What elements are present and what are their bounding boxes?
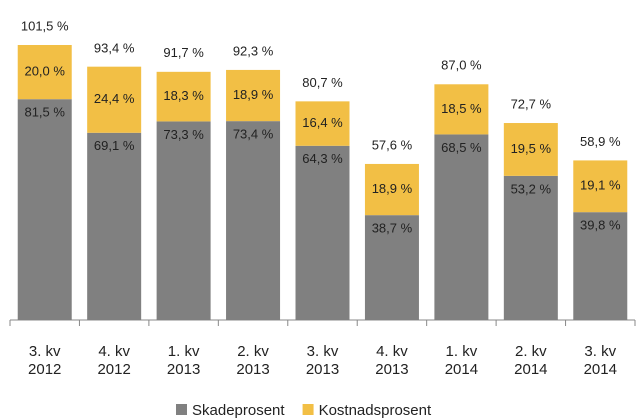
value-label: 20,0 % xyxy=(24,64,65,79)
bar-segment xyxy=(17,45,72,100)
value-label: 68,5 % xyxy=(441,140,482,155)
value-label: 18,5 % xyxy=(441,101,482,116)
bar-segment xyxy=(364,163,419,216)
value-label: 39,8 % xyxy=(580,218,621,233)
value-label: 18,9 % xyxy=(233,87,274,102)
value-label: 18,9 % xyxy=(372,181,413,196)
total-label: 87,0 % xyxy=(441,58,482,73)
bar-segment xyxy=(226,69,281,122)
total-label: 72,7 % xyxy=(511,96,552,111)
bar-segment xyxy=(295,145,350,320)
value-label: 81,5 % xyxy=(24,105,65,120)
bar-segment xyxy=(226,121,281,321)
legend-label: Skadeprosent xyxy=(192,402,285,419)
bar-segment xyxy=(17,99,72,320)
x-tick-label: 3. kv 2014 xyxy=(584,343,617,378)
bar-segment xyxy=(503,123,558,176)
bar-segment xyxy=(156,121,211,321)
x-tick-label: 2. kv 2014 xyxy=(514,343,547,378)
value-label: 73,3 % xyxy=(163,127,204,142)
bar-segment xyxy=(87,132,142,320)
total-label: 101,5 % xyxy=(21,18,69,33)
legend-label: Kostnadsprosent xyxy=(319,402,432,419)
value-label: 18,3 % xyxy=(163,88,204,103)
total-label: 80,7 % xyxy=(302,75,343,90)
bar-segment xyxy=(434,134,489,320)
x-tick-label: 1. kv 2014 xyxy=(445,343,478,378)
bar-segment xyxy=(87,66,142,133)
x-tick-label: 2. kv 2013 xyxy=(236,343,269,378)
x-tick-label: 4. kv 2013 xyxy=(375,343,408,378)
value-label: 53,2 % xyxy=(511,181,552,196)
total-label: 91,7 % xyxy=(163,45,204,60)
value-label: 19,1 % xyxy=(580,178,621,193)
x-tick-label: 3. kv 2012 xyxy=(28,343,61,378)
value-label: 16,4 % xyxy=(302,115,343,130)
value-label: 38,7 % xyxy=(372,221,413,236)
bar-segment xyxy=(503,175,558,320)
total-label: 92,3 % xyxy=(233,43,274,58)
bar-segment xyxy=(364,215,419,320)
total-label: 57,6 % xyxy=(372,137,413,152)
value-label: 19,5 % xyxy=(511,141,552,156)
bar-segment xyxy=(295,101,350,146)
legend-swatch xyxy=(302,404,314,415)
value-label: 73,4 % xyxy=(233,127,274,142)
total-label: 58,9 % xyxy=(580,134,621,149)
bar-segment xyxy=(573,160,628,213)
x-tick-label: 4. kv 2012 xyxy=(97,343,130,378)
bar-segment xyxy=(573,212,628,320)
value-label: 69,1 % xyxy=(94,138,135,153)
x-tick-label: 1. kv 2013 xyxy=(167,343,200,378)
legend-swatch xyxy=(176,404,187,415)
bar-segment xyxy=(434,84,489,135)
bar-segment xyxy=(156,71,211,122)
total-label: 93,4 % xyxy=(94,40,135,55)
x-tick-label: 3. kv 2013 xyxy=(306,343,339,378)
value-label: 24,4 % xyxy=(94,91,135,106)
value-label: 64,3 % xyxy=(302,151,343,166)
